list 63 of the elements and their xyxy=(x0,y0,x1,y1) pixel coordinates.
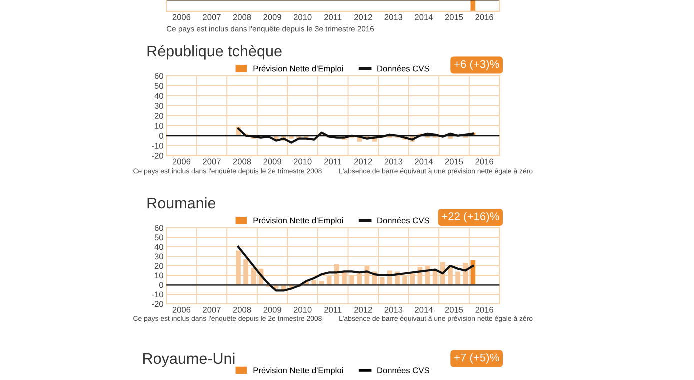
x-tick-label: 2008 xyxy=(233,158,252,165)
x-tick-label: 2007 xyxy=(203,307,221,313)
x-tick-label: 2010 xyxy=(294,307,312,313)
x-tick-label: 2011 xyxy=(324,307,342,313)
text: +7 (+5)% xyxy=(454,354,500,364)
chart-title: République tchèque xyxy=(148,45,282,60)
y-tick-label: 10 xyxy=(155,272,164,279)
text: +6 (+3)% xyxy=(454,60,500,70)
x-tick-label: 2010 xyxy=(294,158,312,165)
text: Royaume-Uni xyxy=(144,352,235,368)
x-tick-label: 2015 xyxy=(445,307,464,313)
legend-label: Prévision Nette d'Emploi xyxy=(254,66,344,74)
y-tick-label: 10 xyxy=(155,123,164,129)
x-tick-label: 2011 xyxy=(324,14,342,20)
y-tick-label: 20 xyxy=(154,263,164,270)
x-tick-label: 2009 xyxy=(264,158,282,165)
x-tick-label: 2013 xyxy=(384,14,403,20)
x-tick-label: 2012 xyxy=(354,307,372,313)
x-tick-label: 2014 xyxy=(415,307,433,313)
x-tick-label: 2006 xyxy=(172,307,191,313)
y-tick-label: 20 xyxy=(154,113,164,119)
x-tick-label: 2016 xyxy=(476,158,494,165)
x-tick-label: 2016 xyxy=(476,14,494,20)
legend-label: Données CVS xyxy=(378,217,430,224)
chart-title: Roumanie xyxy=(148,197,216,209)
y-tick-label: 50 xyxy=(154,234,164,241)
x-tick-label: 2006 xyxy=(172,14,191,20)
x-tick-label: 2009 xyxy=(264,307,282,313)
x-tick-label: 2008 xyxy=(233,307,252,313)
y-tick-label: -10 xyxy=(152,292,164,298)
x-tick-label: 2012 xyxy=(354,158,372,165)
y-tick-label: -20 xyxy=(152,301,164,308)
y-tick-label: 50 xyxy=(154,83,164,90)
text: +22 (+16)% xyxy=(442,212,500,223)
x-tick-label: 2013 xyxy=(384,307,403,313)
text: Données CVS xyxy=(378,367,430,374)
x-tick-label: 2014 xyxy=(415,14,433,20)
y-tick-label: -20 xyxy=(152,153,164,159)
legend-label: Prévision Nette d'Emploi xyxy=(254,217,344,226)
x-tick-label: 2007 xyxy=(203,14,221,20)
x-tick-label: 2009 xyxy=(264,14,282,20)
y-tick-label: 0 xyxy=(159,133,164,139)
x-tick-label: 2013 xyxy=(384,158,403,165)
x-tick-label: 2010 xyxy=(294,14,312,20)
y-tick-label: 60 xyxy=(154,73,164,80)
text: Prévision Nette d'Emploi xyxy=(254,367,344,376)
x-tick-label: 2015 xyxy=(445,14,464,20)
y-tick-label: 60 xyxy=(154,225,164,232)
legend-label: Données CVS xyxy=(378,66,430,72)
y-tick-label: 0 xyxy=(159,282,164,288)
x-tick-label: 2014 xyxy=(415,158,433,165)
y-tick-label: 30 xyxy=(154,103,164,110)
x-tick-label: 2008 xyxy=(233,14,252,20)
x-tick-label: 2007 xyxy=(203,158,221,165)
y-tick-label: -10 xyxy=(152,143,164,149)
x-tick-label: 2011 xyxy=(324,158,342,165)
x-tick-label: 2012 xyxy=(354,14,372,20)
x-tick-label: 2015 xyxy=(445,158,464,165)
y-tick-label: 40 xyxy=(154,244,164,250)
x-tick-label: 2006 xyxy=(172,158,191,165)
x-tick-label: 2016 xyxy=(476,307,494,313)
y-tick-label: 40 xyxy=(154,93,164,100)
y-tick-label: 30 xyxy=(154,254,164,260)
